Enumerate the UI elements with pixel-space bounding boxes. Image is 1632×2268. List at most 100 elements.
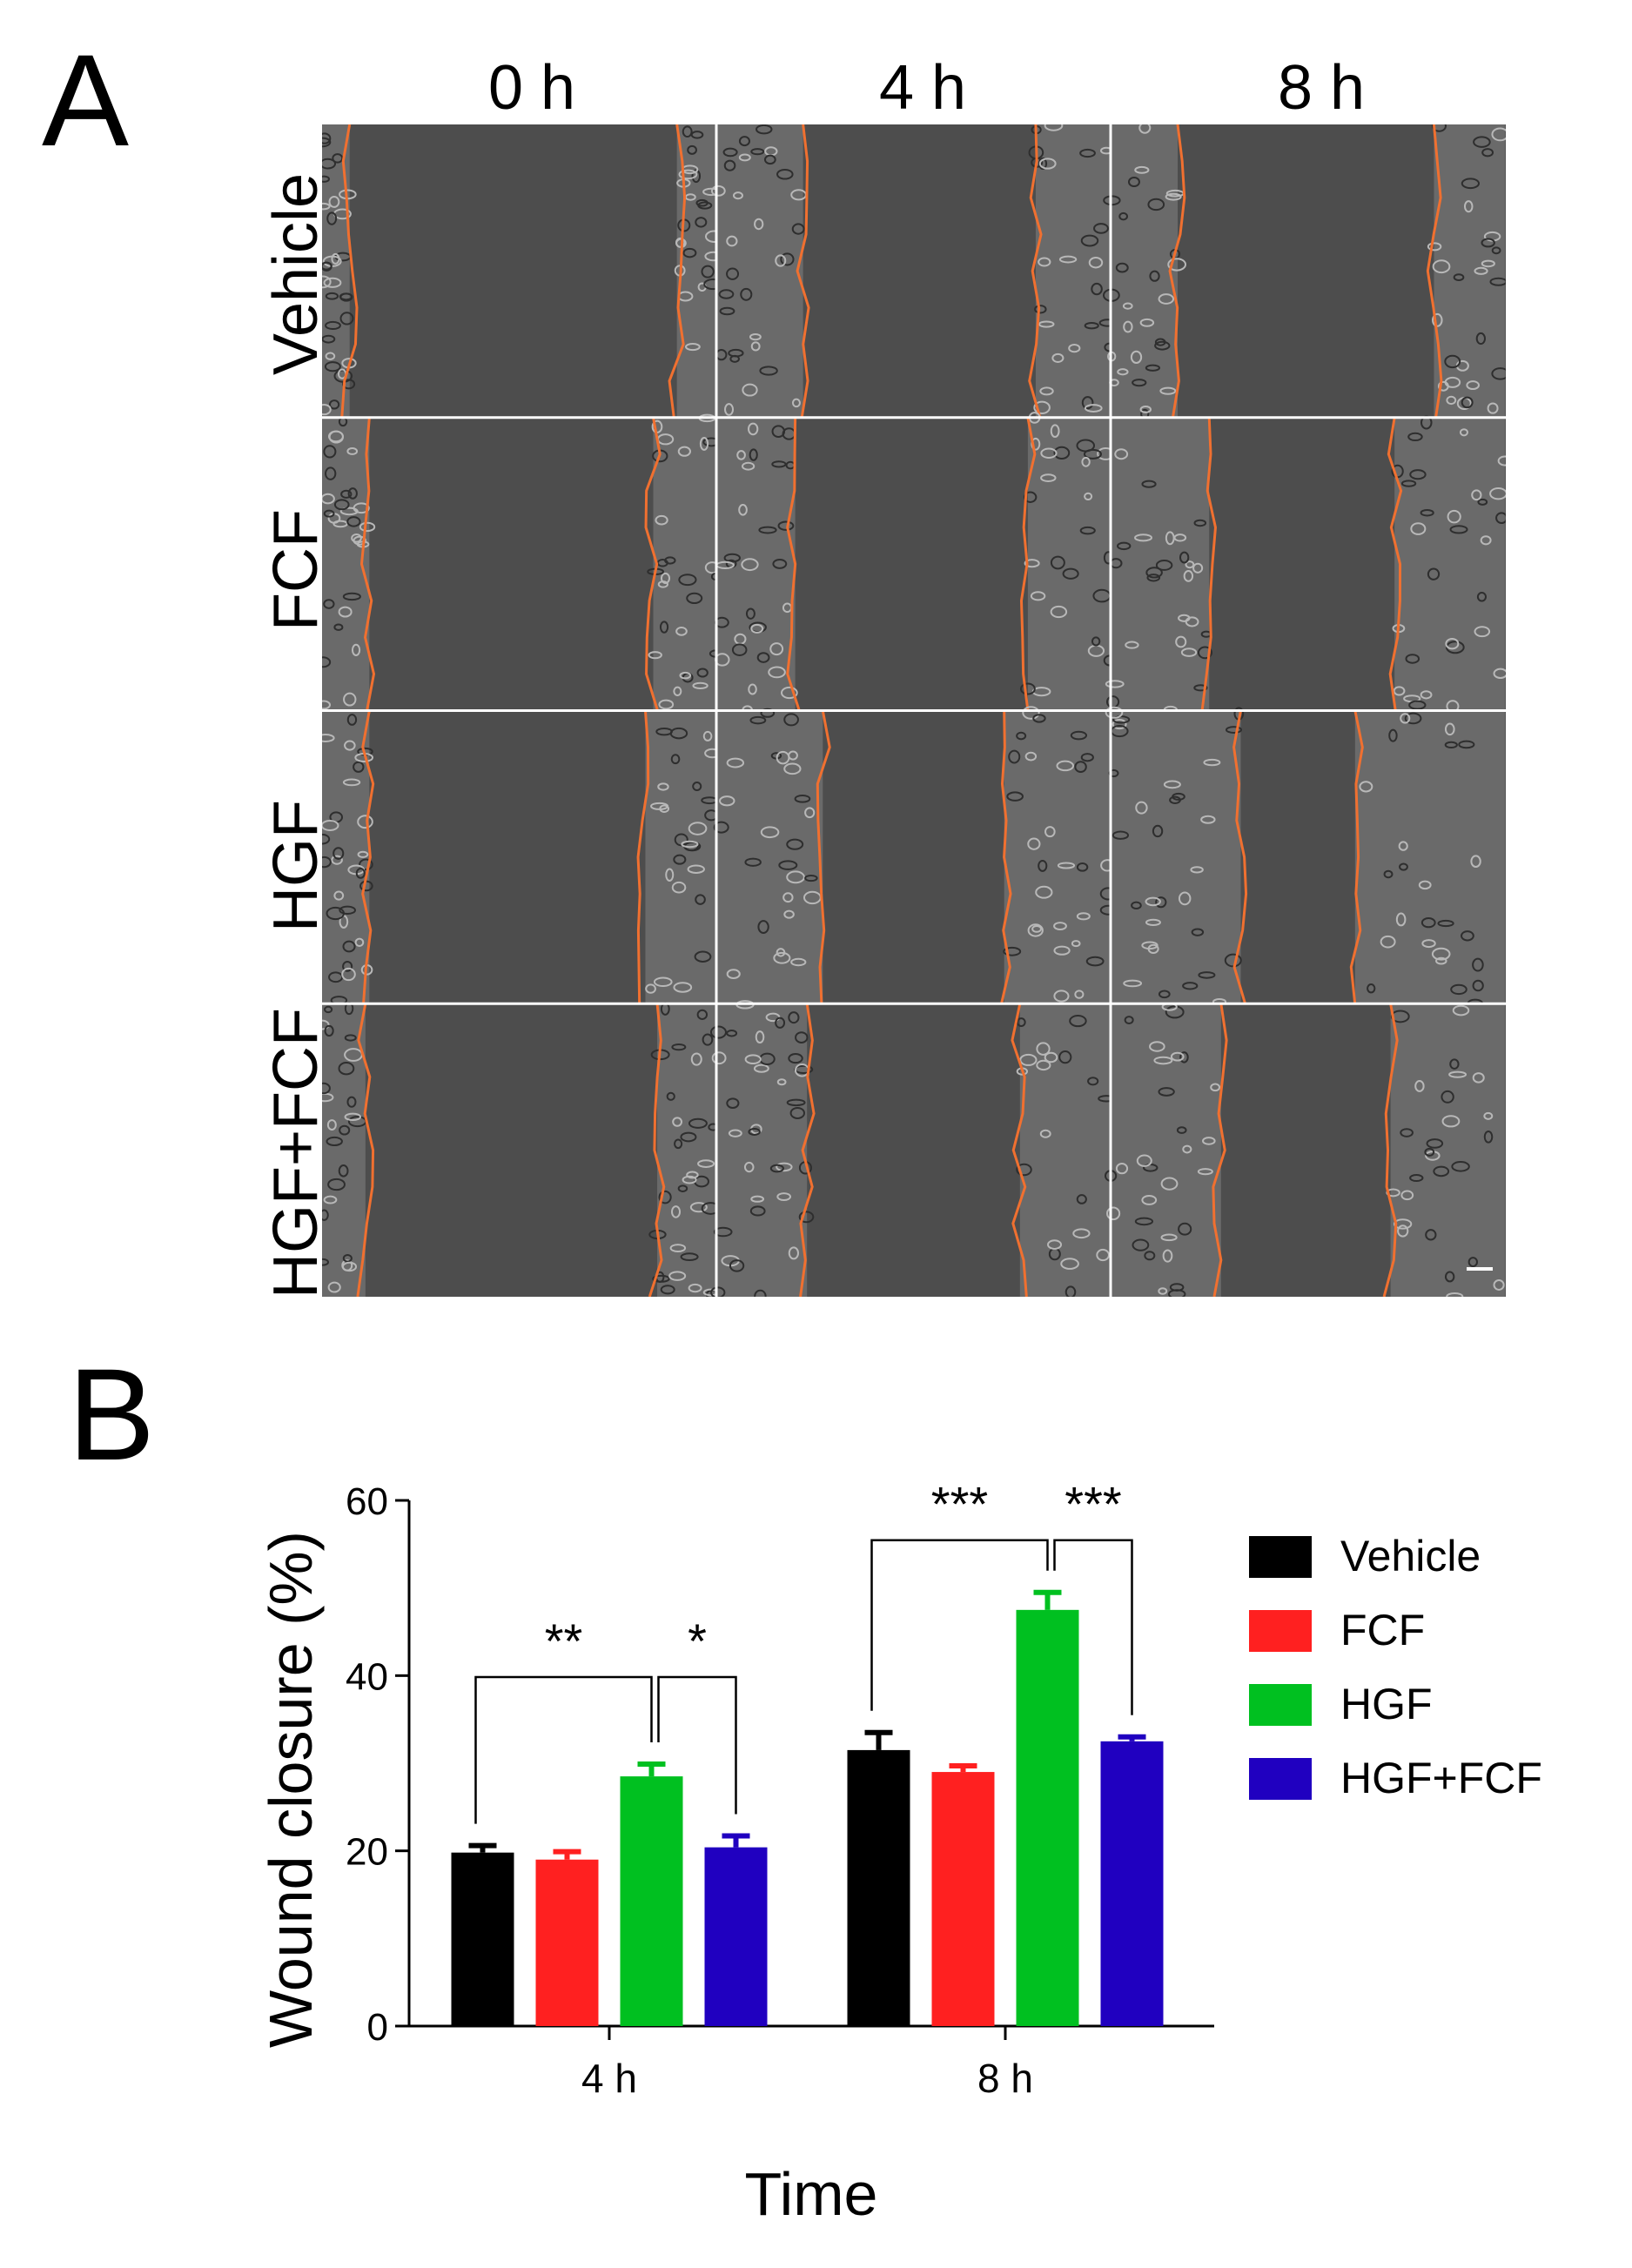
cell-outline (351, 533, 362, 543)
cell-outline (1047, 1239, 1063, 1250)
cell-outline (690, 1052, 702, 1066)
cell-outline (346, 714, 358, 726)
cell-outline (1451, 1161, 1470, 1172)
y-tick-label: 0 (367, 2006, 388, 2049)
cell-outline (672, 1117, 683, 1127)
cell-outline (1155, 560, 1173, 571)
cell-outline (1117, 368, 1129, 376)
cell-outline (645, 983, 656, 994)
cell-outline (1170, 1051, 1185, 1062)
cell-outline (754, 1289, 767, 1297)
cell-outline (1084, 322, 1099, 330)
cell-outline (690, 131, 704, 139)
cell-outline (677, 1184, 688, 1192)
cell-outline (1087, 1077, 1099, 1086)
cell-outline (1410, 522, 1427, 535)
cell-outline (342, 778, 361, 787)
wound-edge-right (1019, 417, 1037, 711)
wound-edge-left (796, 124, 810, 418)
cell-outline (1470, 855, 1481, 869)
cell-outline (1039, 386, 1054, 396)
cell-outline (1158, 1287, 1168, 1295)
cell-outline (338, 1164, 349, 1178)
cell-outline (736, 450, 746, 460)
wound-edge-right (1426, 124, 1443, 418)
cell-outline (1165, 1005, 1185, 1019)
cell-outline (782, 892, 794, 903)
legend-swatch (1249, 1684, 1312, 1726)
cell-outline (1433, 1165, 1450, 1178)
cell-outline (1053, 945, 1071, 956)
cell-outline (1173, 533, 1187, 542)
cell-outline (1081, 456, 1091, 467)
cell-outline (322, 403, 332, 416)
cell-outline (776, 750, 790, 765)
cell-outline (1162, 1249, 1173, 1263)
cell-outline (775, 1017, 786, 1029)
cell-outline (324, 1005, 333, 1014)
cell-outline (732, 191, 743, 200)
cell-outline (788, 1246, 800, 1260)
cell-outline (322, 275, 332, 289)
cell-outline (678, 574, 697, 587)
cell-outline (682, 247, 697, 258)
cell-outline (322, 1258, 330, 1266)
significance-label: * (688, 1614, 707, 1668)
cell-outline (1400, 713, 1411, 724)
cell-outline (1424, 1147, 1435, 1157)
cell-outline (1141, 1194, 1158, 1205)
cell-outline (754, 218, 764, 231)
cell-outline (673, 854, 687, 865)
cell-outline (1400, 480, 1417, 487)
cell-outline (1084, 404, 1103, 413)
cell-outline (342, 940, 356, 953)
cell-outline (750, 1195, 765, 1203)
cell-outline (696, 1009, 709, 1020)
cell-outline (1040, 447, 1058, 459)
cell-outline (1122, 302, 1133, 310)
cell-outline (341, 967, 356, 982)
cell-outline (688, 1117, 708, 1129)
cell-outline (783, 713, 799, 727)
cell-outline (1149, 1041, 1165, 1052)
cell-outline (719, 795, 735, 807)
cell-outline (1210, 1083, 1221, 1092)
cell-outline (1130, 350, 1143, 365)
cell-outline (1167, 1289, 1186, 1297)
cell-outline (1125, 641, 1139, 649)
cell-outline (333, 890, 345, 901)
cell-outline (1425, 1229, 1437, 1241)
bar (847, 1749, 910, 2026)
cell-outline (756, 652, 770, 663)
cell-outline (322, 1082, 331, 1095)
wound-edge-right (1011, 1003, 1028, 1297)
cell-outline (684, 343, 701, 352)
cell-outline (769, 642, 784, 656)
cell-outline (1115, 1162, 1129, 1175)
cell-outline (780, 686, 798, 700)
cell-sheet-right (1019, 1003, 1111, 1297)
cell-outline (339, 507, 359, 516)
cell-outline (357, 815, 373, 829)
cell-outline (724, 403, 735, 416)
cell-outline (1152, 824, 1164, 838)
cell-outline (1096, 1248, 1110, 1262)
cell-outline (1139, 318, 1155, 327)
cell-outline (1383, 869, 1394, 879)
cell-outline (804, 874, 818, 882)
wound-edge-right (668, 124, 687, 418)
cell-outline (1420, 916, 1436, 929)
cell-outline (328, 195, 340, 208)
cell-outline (1197, 646, 1212, 660)
x-tick-label: 4 h (581, 2056, 637, 2101)
wound-edge-right (636, 710, 650, 1004)
cell-outline (1132, 1238, 1150, 1251)
cell-outline (1038, 859, 1048, 872)
cell-sheet-right (645, 710, 716, 1004)
cell-outline (678, 169, 698, 180)
row-label-hgf: HGF (261, 800, 331, 932)
legend-swatch (1249, 1610, 1312, 1652)
cell-outline (1079, 526, 1096, 535)
cell-outline (1038, 320, 1055, 328)
cell-outline (1138, 124, 1152, 134)
